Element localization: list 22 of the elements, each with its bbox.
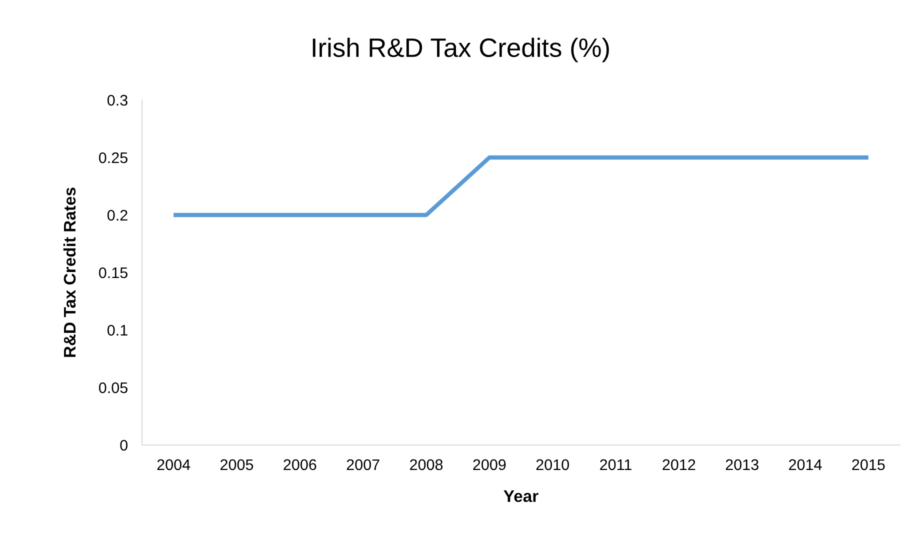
chart-title: Irish R&D Tax Credits (%) [312, 38, 609, 62]
x-tick-label: 2011 [600, 459, 632, 470]
x-tick-label: 2015 [852, 459, 885, 470]
y-tick-label: 0.25 [98, 152, 128, 164]
x-tick-label: 2014 [789, 459, 822, 470]
x-tick-label: 2013 [726, 459, 758, 470]
x-tick-label: 2006 [284, 459, 316, 470]
y-tick-label: 0.1 [107, 324, 128, 336]
y-tick-label: 0.2 [107, 210, 128, 221]
x-tick-label: 2005 [220, 459, 254, 470]
y-tick-label: 0.3 [107, 94, 128, 106]
x-axis-title: Year [504, 490, 538, 502]
x-tick-label: 2008 [410, 459, 443, 470]
x-tick-label: 2010 [536, 459, 569, 470]
x-tick-label: 2009 [473, 459, 506, 470]
y-tick-label: 0 [120, 440, 128, 451]
y-axis-title: R&D Tax Credit Rates [63, 188, 76, 357]
x-tick-label: 2012 [662, 459, 696, 470]
y-tick-label: 0.05 [98, 382, 128, 394]
x-tick-label: 2004 [157, 459, 190, 470]
y-tick-label: 0.15 [98, 267, 128, 278]
x-tick-label: 2007 [346, 459, 380, 470]
